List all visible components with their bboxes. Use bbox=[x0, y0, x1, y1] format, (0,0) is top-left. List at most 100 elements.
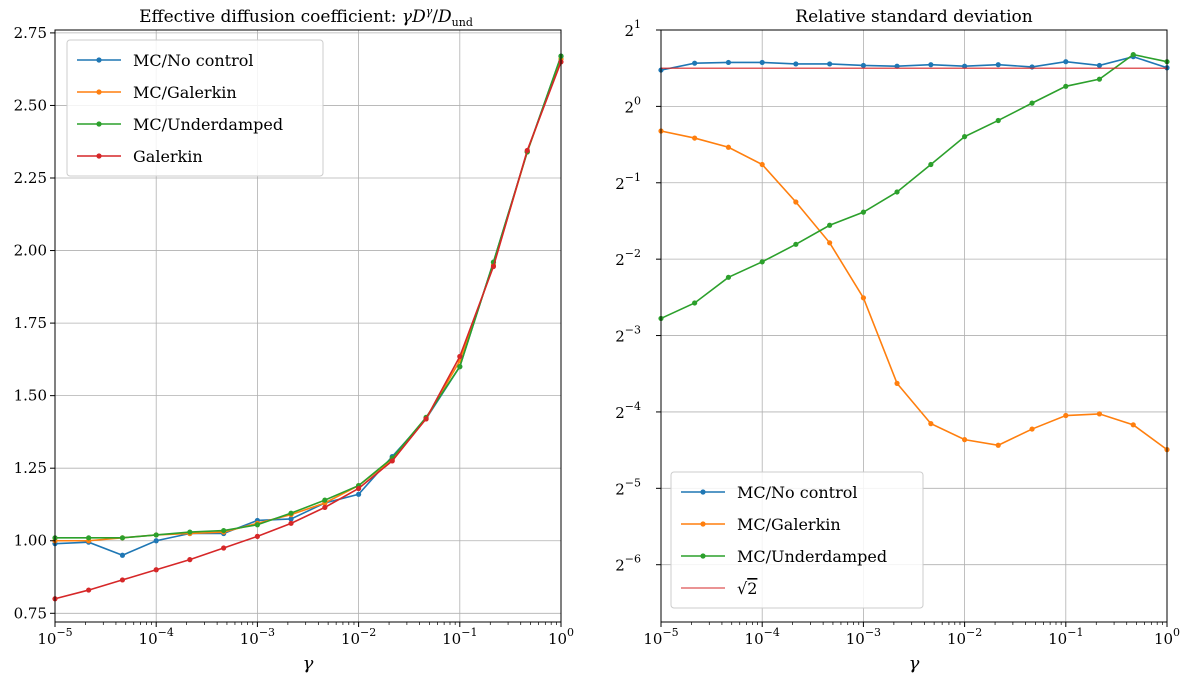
data-point bbox=[457, 353, 463, 360]
series-1 bbox=[658, 128, 1170, 453]
chart-title: Effective diffusion coefficient: γDγ/Dun… bbox=[139, 5, 473, 29]
data-point bbox=[793, 241, 799, 247]
legend-item: MC/Underdamped bbox=[77, 115, 283, 134]
legend-label: Galerkin bbox=[133, 147, 203, 166]
y-axis: 21 20 2−1 2−2 2−3 2−4 2−5 2−6 bbox=[615, 18, 661, 575]
data-point bbox=[827, 240, 833, 246]
x-tick-label: 100 bbox=[548, 626, 574, 648]
legend-item: Galerkin bbox=[77, 147, 203, 166]
data-point bbox=[457, 364, 463, 370]
data-point bbox=[119, 535, 126, 541]
data-point bbox=[1063, 83, 1069, 89]
y-tick-label: 2−4 bbox=[615, 400, 641, 422]
series-line bbox=[55, 55, 562, 539]
legend-marker bbox=[96, 153, 102, 159]
chart-effective-diffusion: Effective diffusion coefficient: γDγ/Dun… bbox=[14, 5, 574, 674]
data-point bbox=[423, 416, 429, 422]
y-tick-label: 2−1 bbox=[615, 171, 641, 193]
data-point bbox=[759, 59, 765, 66]
data-point bbox=[725, 144, 732, 150]
data-point bbox=[1130, 51, 1136, 58]
data-point bbox=[86, 587, 92, 593]
data-point bbox=[288, 510, 294, 516]
legend: MC/No control MC/Galerkin MC/Underdamped Ga… bbox=[66, 39, 324, 177]
data-point bbox=[995, 62, 1001, 68]
data-point bbox=[389, 458, 395, 464]
data-point bbox=[254, 533, 260, 539]
legend-marker bbox=[96, 89, 102, 95]
data-point bbox=[759, 161, 765, 168]
data-point bbox=[962, 437, 968, 443]
data-point bbox=[1063, 412, 1069, 419]
x-tick-label: 10−2 bbox=[947, 626, 982, 648]
data-point bbox=[860, 209, 867, 215]
legend-item: MC/No control bbox=[681, 483, 857, 502]
x-tick-label: 10−3 bbox=[846, 626, 881, 648]
data-point bbox=[827, 61, 833, 67]
data-point bbox=[153, 538, 159, 544]
data-point bbox=[288, 520, 294, 526]
legend-marker bbox=[700, 521, 706, 527]
data-point bbox=[928, 421, 934, 427]
data-point bbox=[692, 60, 698, 66]
x-tick-label: 10−1 bbox=[1048, 626, 1083, 648]
y-tick-label: 2.50 bbox=[14, 96, 47, 114]
x-tick-label: 10−4 bbox=[139, 626, 174, 648]
x-axis-label: γ bbox=[909, 653, 920, 674]
data-point bbox=[1063, 59, 1069, 65]
data-point bbox=[221, 527, 227, 534]
data-point bbox=[725, 59, 732, 66]
x-axis-label: γ bbox=[303, 653, 314, 674]
y-tick-label: 2.00 bbox=[14, 242, 47, 260]
data-point bbox=[187, 529, 193, 535]
data-point bbox=[894, 63, 900, 69]
data-point bbox=[995, 117, 1001, 124]
data-point bbox=[692, 135, 698, 141]
data-point bbox=[962, 134, 968, 140]
data-point bbox=[153, 567, 159, 573]
data-point bbox=[322, 504, 328, 510]
y-axis: 0.75 1.00 1.25 1.50 1.75 2.00 2.25 2.50 2.75 bbox=[14, 24, 55, 622]
x-tick-label: 10−3 bbox=[240, 626, 275, 648]
data-point bbox=[725, 274, 732, 280]
data-point bbox=[827, 222, 833, 228]
series-line bbox=[54, 61, 562, 600]
data-point bbox=[962, 63, 968, 69]
x-tick-label: 10−5 bbox=[643, 626, 678, 648]
data-point bbox=[1029, 426, 1035, 432]
legend-label: MC/No control bbox=[737, 483, 857, 502]
data-point bbox=[928, 62, 934, 68]
series-2 bbox=[658, 51, 1170, 322]
y-tick-label: 2.75 bbox=[14, 24, 47, 42]
legend-label: √2 bbox=[737, 579, 757, 598]
x-axis: 10−5 10−4 10−3 10−2 10−1 100 bbox=[37, 622, 574, 648]
data-point bbox=[793, 61, 799, 67]
legend-label: MC/Galerkin bbox=[133, 83, 237, 102]
legend-item: MC/Underdamped bbox=[681, 547, 887, 566]
data-point bbox=[86, 535, 92, 541]
legend: MC/No control MC/Galerkin MC/Underdamped √2 bbox=[670, 471, 924, 609]
data-point bbox=[860, 295, 867, 301]
legend-item: MC/Galerkin bbox=[681, 515, 841, 534]
series-line bbox=[660, 55, 1168, 71]
data-point bbox=[860, 62, 867, 69]
data-point bbox=[1029, 100, 1035, 106]
x-axis: 10−5 10−4 10−3 10−2 10−1 100 bbox=[643, 622, 1180, 648]
legend-marker bbox=[96, 57, 102, 63]
x-tick-label: 100 bbox=[1154, 626, 1180, 648]
data-point bbox=[221, 545, 227, 551]
plot-frame bbox=[54, 29, 562, 623]
chart-title: Relative standard deviation bbox=[795, 7, 1032, 27]
x-tick-label: 10−2 bbox=[341, 626, 376, 648]
legend-item: √2 bbox=[681, 579, 757, 598]
x-tick-label: 10−1 bbox=[442, 626, 477, 648]
y-tick-label: 1.50 bbox=[14, 387, 47, 405]
series-layer bbox=[658, 51, 1170, 453]
data-point bbox=[1096, 411, 1103, 417]
data-point bbox=[356, 491, 362, 497]
data-point bbox=[894, 380, 900, 386]
data-point bbox=[692, 300, 698, 306]
legend-label: MC/Underdamped bbox=[133, 115, 283, 134]
legend-label: MC/Galerkin bbox=[737, 515, 841, 534]
